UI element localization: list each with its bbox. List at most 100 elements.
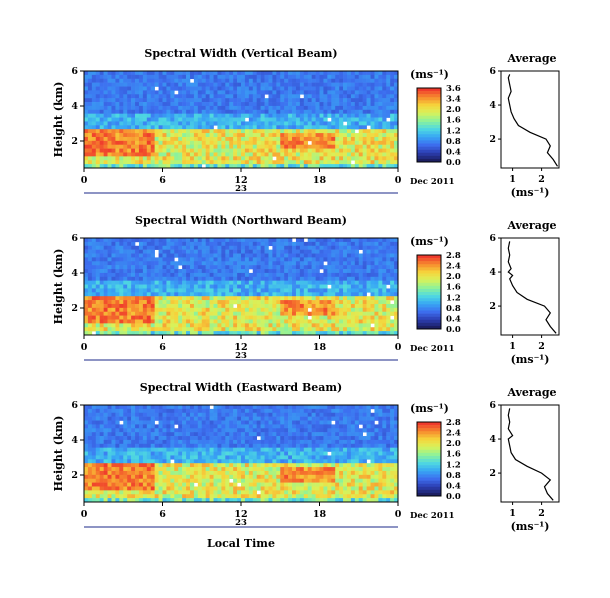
colorbar — [416, 87, 442, 163]
profile-y-tick-label: 2 — [489, 134, 496, 145]
colorbar-unit: (ms⁻¹) — [410, 68, 449, 81]
profile-x-label: (ms⁻¹) — [511, 353, 550, 366]
profile-title: Average — [506, 386, 556, 399]
profile-y-tick-label: 4 — [489, 100, 496, 111]
colorbar-tick-label: 2.0 — [446, 439, 461, 449]
x-tick-label: 0 — [395, 175, 402, 186]
y-axis-label: Height (km) — [52, 82, 65, 158]
colorbar-tick-label: 0.0 — [446, 492, 461, 502]
heatmap-cells — [84, 405, 399, 503]
colorbar-tick-label: 2.8 — [446, 251, 461, 261]
colorbar-tick-label: 0.8 — [446, 471, 461, 481]
profile-y-tick-label: 4 — [489, 434, 496, 445]
profile-line — [507, 241, 557, 334]
heatmap-cells — [84, 71, 399, 169]
x-tick-label: 0 — [81, 175, 88, 186]
colorbar-tick-label: 2.4 — [446, 429, 461, 439]
profile-frame — [500, 70, 560, 169]
x-tick-label: 12 — [234, 509, 247, 520]
panel-3: Spectral Width (Eastward Beam) 6 4 2 Height … — [52, 381, 560, 550]
y-axis-label: Height (km) — [52, 416, 65, 492]
colorbar-tick-label: 0.4 — [446, 314, 461, 324]
x-tick-label: 0 — [81, 342, 88, 353]
x-tick-label: 6 — [159, 342, 166, 353]
day-label: 23 — [235, 184, 247, 194]
profile-frame — [500, 404, 560, 503]
profile-x-label: (ms⁻¹) — [511, 186, 550, 199]
y-tick-label: 6 — [71, 233, 78, 244]
colorbar-tick-label: 1.2 — [446, 293, 461, 303]
chart-title: Spectral Width (Eastward Beam) — [140, 381, 342, 394]
colorbar-tick-label: 1.2 — [446, 126, 461, 136]
profile-frame — [500, 237, 560, 336]
panel-1: Spectral Width (Vertical Beam) 6 4 2 Height … — [52, 47, 560, 199]
colorbar-tick-label: 2.8 — [446, 418, 461, 428]
x-tick-label: 6 — [159, 509, 166, 520]
colorbar — [416, 254, 442, 330]
profile-line — [507, 408, 554, 501]
profile-title: Average — [506, 52, 556, 65]
y-tick-label: 4 — [71, 101, 78, 112]
profile-y-tick-label: 6 — [489, 233, 496, 244]
colorbar-tick-label: 2.0 — [446, 272, 461, 282]
x-tick-label: 12 — [234, 175, 247, 186]
colorbar-tick-label: 0.0 — [446, 158, 461, 168]
profile-x-tick-label: 1 — [509, 174, 516, 185]
colorbar-tick-label: 0.4 — [446, 481, 461, 491]
colorbar-tick-label: 1.2 — [446, 460, 461, 470]
y-tick-label: 2 — [71, 470, 78, 481]
profile-title: Average — [506, 219, 556, 232]
profile-y-tick-label: 2 — [489, 468, 496, 479]
profile-x-label: (ms⁻¹) — [511, 520, 550, 533]
profile-y-tick-label: 4 — [489, 267, 496, 278]
colorbar-tick-label: 1.6 — [446, 283, 461, 293]
day-label: 23 — [235, 351, 247, 361]
date-label: Dec 2011 — [410, 177, 455, 187]
profile-x-tick-label: 2 — [538, 341, 545, 352]
x-tick-label: 18 — [313, 175, 327, 186]
x-tick-label: 6 — [159, 175, 166, 186]
profile-y-tick-label: 6 — [489, 66, 496, 77]
profile-x-tick-label: 1 — [509, 508, 516, 519]
x-tick-label: 0 — [395, 342, 402, 353]
x-tick-label: 0 — [81, 509, 88, 520]
colorbar-tick-label: 0.8 — [446, 137, 461, 147]
chart-title: Spectral Width (Northward Beam) — [135, 214, 347, 227]
profile-x-tick-label: 2 — [538, 174, 545, 185]
colorbar-tick-label: 3.4 — [446, 95, 461, 105]
x-tick-label: 18 — [313, 509, 327, 520]
y-axis-label: Height (km) — [52, 249, 65, 325]
y-tick-label: 2 — [71, 136, 78, 147]
chart-title: Spectral Width (Vertical Beam) — [144, 47, 337, 60]
profile-x-tick-label: 1 — [509, 341, 516, 352]
colorbar — [416, 421, 442, 497]
colorbar-unit: (ms⁻¹) — [410, 402, 449, 415]
colorbar-tick-label: 2.4 — [446, 262, 461, 272]
colorbar-tick-label: 2.0 — [446, 105, 461, 115]
colorbar-tick-label: 0.4 — [446, 147, 461, 157]
colorbar-tick-label: 3.6 — [446, 84, 461, 94]
x-tick-label: 18 — [313, 342, 327, 353]
date-label: Dec 2011 — [410, 344, 455, 354]
panel-2: Spectral Width (Northward Beam) 6 4 2 Height… — [52, 214, 560, 366]
x-tick-label: 12 — [234, 342, 247, 353]
colorbar-tick-label: 0.8 — [446, 304, 461, 314]
profile-y-tick-label: 2 — [489, 301, 496, 312]
y-tick-label: 6 — [71, 400, 78, 411]
profile-line — [507, 74, 559, 167]
x-tick-label: 0 — [395, 509, 402, 520]
profile-y-tick-label: 6 — [489, 400, 496, 411]
x-axis-label: Local Time — [207, 537, 275, 550]
y-tick-label: 6 — [71, 66, 78, 77]
y-tick-label: 4 — [71, 435, 78, 446]
heatmap-cells — [84, 238, 399, 336]
colorbar-tick-label: 1.6 — [446, 450, 461, 460]
colorbar-tick-label: 1.6 — [446, 116, 461, 126]
y-tick-label: 4 — [71, 268, 78, 279]
profile-x-tick-label: 2 — [538, 508, 545, 519]
date-label: Dec 2011 — [410, 511, 455, 521]
